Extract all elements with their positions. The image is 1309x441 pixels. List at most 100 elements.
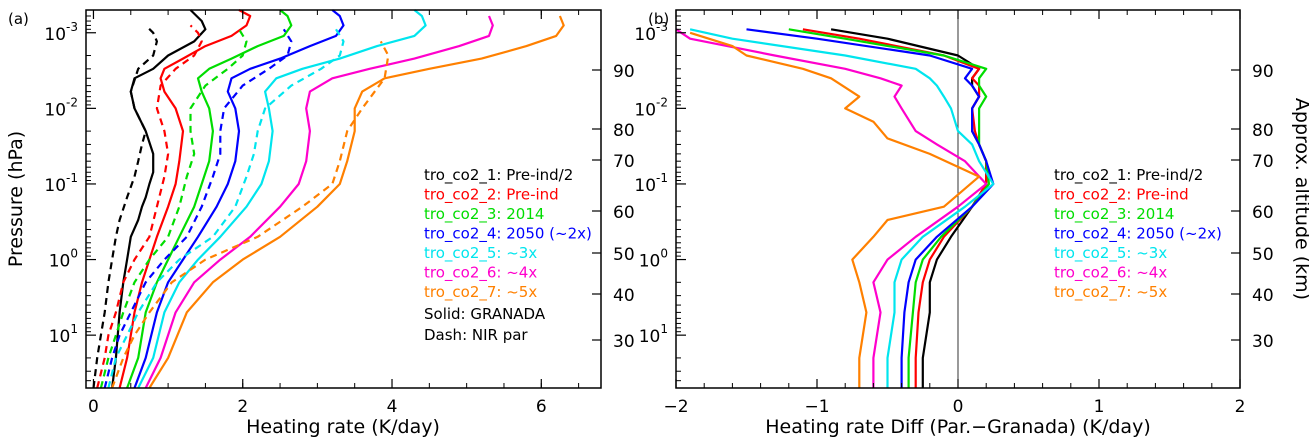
y2-tick-label: 30: [1252, 332, 1274, 352]
series-line-solid-6: [144, 15, 494, 389]
series-line-solid-7: [148, 15, 565, 389]
y-tick-label: 10-1: [44, 171, 78, 196]
x-tick-label: 1: [1094, 397, 1105, 417]
y2-tick-label: 30: [613, 332, 635, 352]
y-tick-label: 10-2: [634, 95, 668, 120]
series-line-dash-2: [96, 24, 203, 389]
legend-entry-1: tro_co2_1: Pre-ind/2: [1054, 166, 1203, 185]
panel-a-ylabel: Pressure (hPa): [5, 131, 27, 267]
series-line-6: [675, 28, 988, 388]
y2-tick-label: 80: [1252, 121, 1274, 141]
y2-tick-label: 60: [1252, 203, 1274, 223]
panel-a-frame: [85, 9, 602, 389]
panel-a-plot-area: [92, 9, 565, 389]
x-tick-label: 2: [237, 397, 248, 417]
series-line-solid-1: [111, 9, 207, 389]
series-line-solid-2: [118, 9, 252, 389]
legend-entry-3: tro_co2_3: 2014: [424, 205, 544, 224]
legend-entry-5: tro_co2_5: ~3x: [1054, 244, 1167, 263]
y-tick-exponent: 0: [660, 247, 668, 261]
legend-entry-6: tro_co2_6: ~4x: [1054, 264, 1167, 283]
series-line-4: [746, 28, 995, 388]
y-tick-exponent: 1: [70, 322, 78, 336]
legend-entry-1: tro_co2_1: Pre-ind/2: [424, 166, 573, 185]
legend-entry-7: tro_co2_7: ~5x: [1054, 283, 1167, 302]
series-line-dash-3: [99, 28, 248, 389]
y2-tick-label: 90: [1252, 62, 1274, 82]
legend-entry-5: tro_co2_5: ~3x: [424, 244, 537, 263]
series-line-dash-7: [111, 40, 390, 389]
y-tick-base: 10: [634, 176, 656, 196]
x-tick-label: 6: [536, 397, 547, 417]
y-tick-exponent: -3: [66, 20, 78, 34]
y2-tick-label: 40: [613, 286, 635, 306]
legend-entry-2: tro_co2_2: Pre-ind: [1054, 186, 1189, 205]
y2-tick-label: 70: [613, 152, 635, 172]
series-line-7: [689, 31, 981, 388]
y-tick-base: 10: [634, 100, 656, 120]
series-line-solid-4: [133, 9, 345, 389]
y2-tick-label: 50: [613, 245, 635, 265]
y2-tick-label: 80: [613, 121, 635, 141]
x-tick-label: 0: [953, 397, 964, 417]
series-line-dash-1: [92, 24, 158, 389]
x-tick-label: −1: [804, 397, 829, 417]
panel-b-xlabel: Heating rate Diff (Par.−Granada) (K/day): [765, 416, 1151, 438]
y2-tick-label: 60: [613, 203, 635, 223]
y2-tick-label: 40: [1252, 286, 1274, 306]
panel-a-note-dash: Dash: NIR par: [424, 326, 528, 344]
y-tick-base: 10: [44, 176, 66, 196]
y-tick-label: 101: [639, 322, 668, 347]
y-tick-exponent: 0: [70, 247, 78, 261]
y2-tick-label: 70: [1252, 152, 1274, 172]
y-tick-exponent: -2: [66, 95, 78, 109]
panel-a-label: (a): [8, 10, 29, 28]
y-tick-base: 10: [49, 327, 71, 347]
y-tick-base: 10: [44, 25, 66, 45]
x-tick-label: 2: [1235, 397, 1246, 417]
y-tick-label: 10-1: [634, 171, 668, 196]
series-line-5: [689, 28, 995, 388]
y-tick-base: 10: [44, 100, 66, 120]
x-tick-label: 0: [88, 397, 99, 417]
y-tick-label: 10-2: [44, 95, 78, 120]
y2-tick-label: 90: [613, 62, 635, 82]
panel-b-plot-area: [675, 10, 995, 388]
legend-entry-7: tro_co2_7: ~5x: [424, 283, 537, 302]
legend-entry-2: tro_co2_2: Pre-ind: [424, 186, 559, 205]
panel-b-y2label: Approx. altitude (km): [1291, 98, 1309, 300]
y-tick-exponent: -1: [66, 171, 78, 185]
x-tick-label: 4: [387, 397, 398, 417]
legend-entry-4: tro_co2_4: 2050 (~2x): [1054, 225, 1222, 244]
panel-b: (b) −2 −1 0 1 210-310-210-110010190807060504…: [634, 9, 1309, 438]
series-line-solid-5: [137, 9, 427, 389]
panel-b-frame: [675, 9, 1241, 389]
y-tick-exponent: -3: [656, 20, 668, 34]
y-tick-base: 10: [639, 327, 661, 347]
y-tick-label: 101: [49, 322, 78, 347]
series-line-3: [788, 28, 991, 388]
y-tick-base: 10: [634, 25, 656, 45]
y-tick-label: 10-3: [634, 20, 668, 45]
panel-a-note-solid: Solid: GRANADA: [424, 305, 546, 323]
panel-a: (a) 0 2 4 610-310-210-110010190807060504030…: [5, 9, 635, 438]
legend-entry-3: tro_co2_3: 2014: [1054, 205, 1174, 224]
panel-a-xlabel: Heating rate (K/day): [246, 416, 440, 438]
y2-tick-label: 50: [1252, 245, 1274, 265]
y-tick-label: 100: [49, 247, 78, 272]
y-tick-exponent: -2: [656, 95, 668, 109]
legend-entry-6: tro_co2_6: ~4x: [424, 264, 537, 283]
series-line-dash-5: [107, 28, 345, 389]
y-tick-base: 10: [49, 252, 71, 272]
series-line-solid-3: [126, 9, 293, 389]
y-tick-exponent: 1: [660, 322, 668, 336]
series-line-dash-4: [103, 28, 293, 389]
x-tick-label: −2: [663, 397, 688, 417]
y-tick-base: 10: [639, 252, 661, 272]
legend-entry-4: tro_co2_4: 2050 (~2x): [424, 225, 592, 244]
y-tick-label: 100: [639, 247, 668, 272]
